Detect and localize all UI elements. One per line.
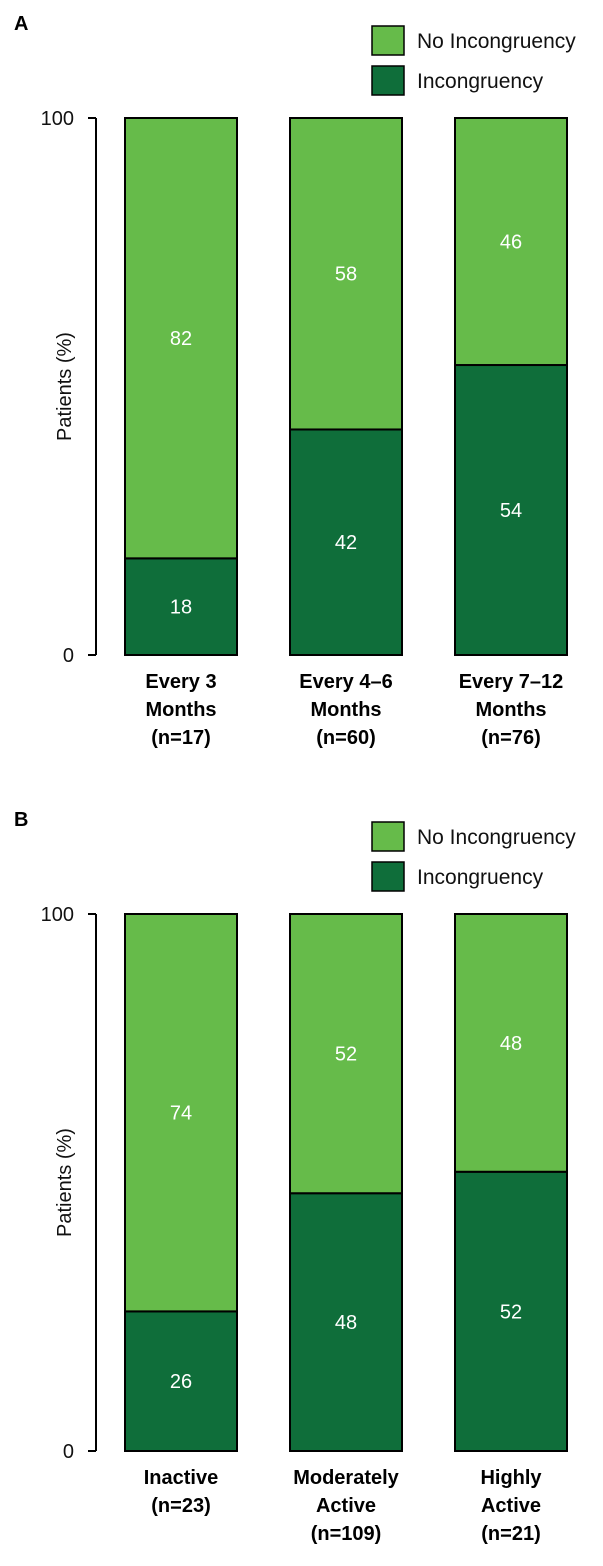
- bar-value-label: 18: [170, 597, 192, 619]
- x-category-label: Active: [481, 1495, 541, 1517]
- legend-label: Incongruency: [417, 866, 544, 889]
- bar-segment: [124, 1310, 238, 1452]
- x-category-label: Moderately: [293, 1467, 399, 1489]
- bar-value-label: 74: [170, 1103, 192, 1125]
- chart-panel-b: B No Incongruency Incongruency 0 100 Patients…: [0, 796, 603, 1566]
- bar-value-label: 48: [500, 1033, 522, 1055]
- x-category-label: Months: [310, 699, 381, 721]
- x-category-label: (n=60): [316, 727, 375, 749]
- x-category-label: Inactive: [144, 1467, 218, 1489]
- y-tick-label: 0: [63, 645, 74, 667]
- x-category-label: Active: [316, 1495, 376, 1517]
- x-category-label: (n=76): [481, 727, 540, 749]
- bar-segment: [124, 117, 238, 560]
- bar-segment: [124, 557, 238, 657]
- bar-value-label: 42: [335, 532, 357, 554]
- bar-value-label: 26: [170, 1371, 192, 1393]
- panel-letter: B: [14, 809, 28, 831]
- legend-swatch: [371, 25, 405, 56]
- chart-panel-a: A No Incongruency Incongruency 0 100 Patients…: [0, 0, 603, 770]
- legend-swatch: [371, 821, 405, 852]
- y-tick-label: 100: [41, 108, 74, 130]
- bar-value-label: 58: [335, 264, 357, 286]
- legend-label: Incongruency: [417, 70, 544, 93]
- legend-label: No Incongruency: [417, 30, 576, 53]
- bar-segment: [289, 117, 403, 431]
- bar-value-label: 52: [500, 1301, 522, 1323]
- panel-letter: A: [14, 13, 28, 35]
- x-category-label: Every 4–6: [299, 671, 392, 693]
- x-category-label: (n=17): [151, 727, 210, 749]
- stacked-bar-chart-a: A No Incongruency Incongruency 0 100 Patients…: [14, 13, 576, 749]
- stacked-bar-chart-b: B No Incongruency Incongruency 0 100 Patients…: [14, 809, 576, 1545]
- x-category-label: Every 7–12: [459, 671, 564, 693]
- x-category-label: (n=23): [151, 1495, 210, 1517]
- legend-swatch: [371, 65, 405, 96]
- y-axis-label: Patients (%): [54, 332, 76, 441]
- y-tick-label: 0: [63, 1441, 74, 1463]
- bar-value-label: 54: [500, 500, 522, 522]
- bar-segment: [289, 913, 403, 1195]
- x-category-label: Months: [145, 699, 216, 721]
- bar-segment: [289, 1192, 403, 1452]
- bar-segment: [454, 1170, 568, 1452]
- bar-value-label: 48: [335, 1312, 357, 1334]
- legend-swatch: [371, 861, 405, 892]
- bar-segment: [454, 913, 568, 1173]
- bar-value-label: 46: [500, 232, 522, 254]
- bar-value-label: 82: [170, 328, 192, 350]
- bar-segment: [454, 364, 568, 656]
- bar-segment: [124, 913, 238, 1313]
- x-category-label: (n=21): [481, 1523, 540, 1545]
- y-axis-label: Patients (%): [54, 1128, 76, 1237]
- x-category-label: (n=109): [311, 1523, 382, 1545]
- x-category-label: Highly: [480, 1467, 542, 1489]
- x-category-label: Every 3: [145, 671, 216, 693]
- x-category-label: Months: [475, 699, 546, 721]
- bar-segment: [454, 117, 568, 367]
- bar-value-label: 52: [335, 1044, 357, 1066]
- legend-label: No Incongruency: [417, 826, 576, 849]
- bar-segment: [289, 428, 403, 656]
- y-tick-label: 100: [41, 904, 74, 926]
